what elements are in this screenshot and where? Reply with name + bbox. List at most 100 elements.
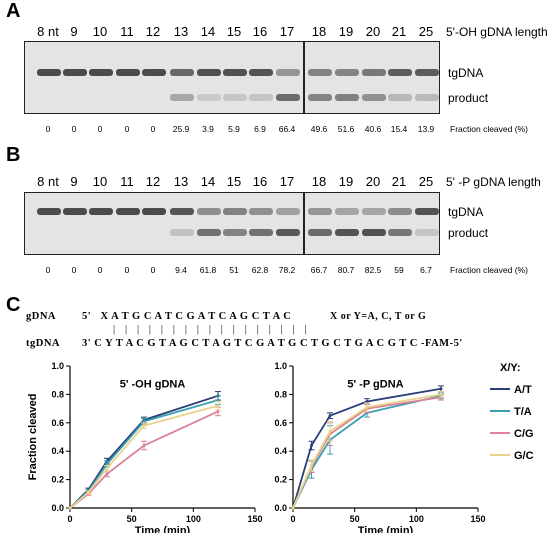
panel_b-fraction-9: 78.2: [278, 265, 296, 275]
chart0-series-2-point-4: [216, 409, 220, 413]
gdna-sequence: 5' X A T G C A T C G A T C A G C T A C: [82, 311, 292, 322]
panel_b-lane-12: 20: [365, 174, 381, 189]
chart0-title: 5' -OH gDNA: [120, 378, 186, 390]
panel-b-fraction-label-text: Fraction cleaved (%): [450, 265, 528, 275]
panel-b-product-band-7: [223, 229, 247, 236]
panel_b-lane-0: 8 nt: [37, 174, 59, 189]
panel_a-lane-3: 11: [120, 24, 134, 39]
panel_a-fraction-13: 15.4: [390, 124, 408, 134]
chart1-title: 5' -P gDNA: [347, 378, 403, 390]
chart0-ylabel: Fraction cleaved: [27, 394, 39, 481]
chart0-series-1-line: [69, 399, 219, 509]
panel_a-fraction-7: 5.9: [228, 124, 240, 134]
panel_b-fraction-4: 0: [150, 265, 156, 275]
panel-b-tgdna-band-7: [223, 208, 247, 215]
panel-a-tgdna-band-4: [142, 69, 166, 76]
panel-b-tgdna-band-14: [415, 208, 439, 215]
panel-a-tgdna-band-7: [223, 69, 247, 76]
panel_a-fraction-9: 66.4: [278, 124, 296, 134]
panel_b-lane-10: 18: [311, 174, 327, 189]
chart1-xtick-label-3: 150: [470, 514, 485, 524]
panel_b-lane-9: 17: [279, 174, 295, 189]
chart1-series-3-point-3: [365, 405, 369, 409]
panel_a-lane-1: 9: [70, 24, 78, 39]
panel_b-fraction-5: 9.4: [175, 265, 187, 275]
gdna-label: gDNA: [26, 311, 56, 322]
panel-a-letter: A: [6, 0, 21, 22]
legend-label-3: G/C: [514, 450, 534, 462]
panel_b-lane-2: 10: [92, 174, 108, 189]
panel_b-fraction-0: 0: [45, 265, 51, 275]
legend-label-2: C/G: [514, 428, 534, 440]
panel-b-tgdna-label: tgDNA: [448, 205, 484, 219]
panel-b-tgdna-band-0: [37, 208, 61, 215]
chart0-xtick-label-0: 0: [67, 514, 72, 524]
chart1-ytick-label-4: 0.8: [274, 389, 287, 399]
tgdna-label: tgDNA: [26, 338, 60, 349]
chart1-series-0-point-4: [439, 387, 443, 391]
chart0-ytick-label-3: 0.6: [51, 418, 64, 428]
panel_b-fraction-13: 59: [394, 265, 404, 275]
panel_b-lane-14: 25: [418, 174, 434, 189]
panel_b-lane-1: 9: [70, 174, 78, 189]
panel-a-length-label: 5'-OH gDNA length: [446, 25, 548, 39]
panel_b-fraction-12: 82.5: [364, 265, 382, 275]
panel_a-lane-11: 19: [338, 24, 354, 39]
chart1-series-3-point-0: [291, 506, 295, 510]
panel_a-fraction-8: 6.9: [254, 124, 266, 134]
panel_b-lane-6: 14: [200, 174, 216, 189]
legend-label-1: T/A: [514, 406, 532, 418]
panel-c-letter: C: [6, 294, 21, 316]
panel-b-product-band-12: [362, 229, 386, 236]
panel_b-fraction-1: 0: [71, 265, 77, 275]
chart0-xtick-label-2: 100: [186, 514, 201, 524]
panel_b-lane-7: 15: [226, 174, 242, 189]
panel-b-tgdna-band-11: [335, 208, 359, 215]
panel_a-lane-7: 15: [226, 24, 242, 39]
panel-b-tgdna-band-3: [116, 208, 140, 215]
panel_b-fraction-14: 6.7: [420, 265, 432, 275]
panel-b-gel: [24, 192, 440, 255]
panel-a-gel: [24, 41, 440, 114]
chart0-series-3-point-1: [87, 490, 90, 494]
panel-b-tgdna-band-5: [170, 208, 194, 215]
chart0-series-1-point-3: [142, 419, 146, 423]
panel_a-lane-2: 10: [92, 24, 108, 39]
panel_a-lane-4: 12: [145, 24, 161, 39]
panel-a-product-band-5: [170, 94, 194, 101]
panel-a-tgdna-band-0: [37, 69, 61, 76]
panel-b-length-label: 5' -P gDNA length: [446, 175, 541, 189]
panel-b-product-band-14: [415, 229, 439, 236]
panel-a-tgdna-band-1: [63, 69, 87, 76]
chart1-xtick-label-2: 100: [409, 514, 424, 524]
panel_a-fraction-5: 25.9: [172, 124, 190, 134]
chart0-xtick-label-1: 50: [127, 514, 137, 524]
panel-b-lane-labels: 8 nt 9 10 11 12 13 14 15 16 17 18 19 20 21 25: [0, 174, 440, 190]
panel_a-lane-12: 20: [365, 24, 381, 39]
chart0-series-3-point-0: [68, 506, 72, 510]
chart0-series-2-point-3: [142, 444, 146, 448]
chart1-series-3-point-1: [310, 463, 313, 467]
panel-b-gel-divider: [303, 193, 305, 254]
panel_a-fraction-11: 51.6: [337, 124, 355, 134]
panel-a-tgdna-band-9: [276, 69, 300, 76]
panel-a-fraction-label-text: Fraction cleaved (%): [450, 124, 528, 134]
panel-a-product-label: product: [448, 91, 489, 105]
chart1-ytick-label-5: 1.0: [274, 361, 287, 371]
panel_b-lane-3: 11: [120, 174, 134, 189]
panel_b-fraction-8: 62.8: [251, 265, 269, 275]
chart0-ytick-label-4: 0.8: [51, 389, 64, 399]
panel_a-fraction-12: 40.6: [364, 124, 382, 134]
panel_a-fraction-14: 13.9: [417, 124, 435, 134]
panel_a-fraction-0: 0: [45, 124, 51, 134]
panel_b-fraction-6: 61.8: [199, 265, 217, 275]
chart0-xtick-label-3: 150: [247, 514, 262, 524]
chart0-series-1-point-2: [105, 462, 109, 466]
tgdna-sequence: 3' C Y T A C G T A G C T A G T C G A T G…: [82, 338, 463, 349]
panel_b-fraction-11: 80.7: [337, 265, 355, 275]
panel_a-lane-14: 25: [418, 24, 434, 39]
panel-b-tgdna-band-12: [362, 208, 386, 215]
panel_b-lane-11: 19: [338, 174, 354, 189]
panel_a-lane-6: 14: [200, 24, 216, 39]
panel-a-tgdna-band-10: [308, 69, 332, 76]
